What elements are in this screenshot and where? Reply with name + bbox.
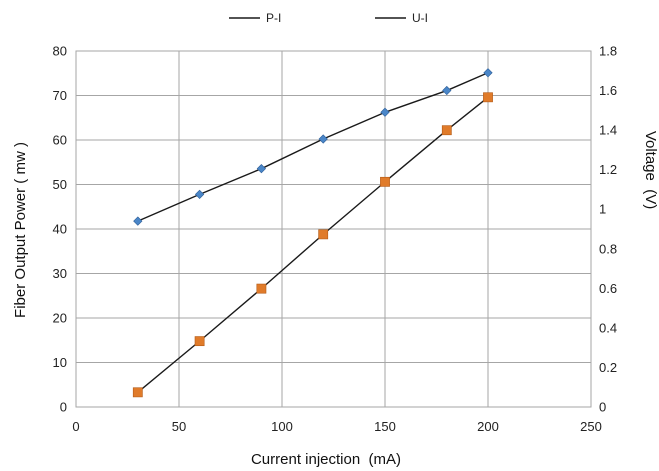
y2-tick-label: 0.4 [599,320,617,335]
data-point-p-i [380,107,390,117]
y-axis-title: Fiber Output Power ( mw ) [12,142,29,318]
y2-tick-label: 0 [599,400,606,415]
y2-tick-label: 1.8 [599,44,617,59]
y2-tick-label: 0.2 [599,360,617,375]
x-tick-label: 100 [271,419,293,434]
x-axis-title: Current injection (mA) [251,451,401,468]
x-tick-label: 150 [374,419,396,434]
x-tick-label: 200 [477,419,499,434]
data-point-u-i [380,176,390,187]
data-point-u-i [441,125,452,136]
data-point-u-i [318,229,329,240]
plot-frame [75,50,592,408]
marker-layer [132,68,493,398]
legend-ui-label: U-I [412,11,428,25]
x-tick-label: 0 [72,419,79,434]
data-point-u-i [483,92,493,103]
y-tick-label: 80 [53,44,67,59]
data-point-u-i [132,387,143,398]
legend: P-I U-I [229,11,428,25]
y2-tick-label: 1.4 [599,123,617,138]
y-tick-label: 20 [53,311,67,326]
data-point-p-i [442,85,452,96]
data-point-u-i [194,336,205,347]
grid [75,50,592,408]
data-point-p-i [483,68,493,78]
y-tick-label: 70 [53,88,67,103]
y-tick-label: 40 [53,222,67,237]
y2-tick-label: 1.6 [599,83,617,98]
data-point-p-i [194,189,205,200]
y-tick-label: 0 [60,400,67,415]
legend-pi-label: P-I [266,11,281,25]
y-tick-label: 30 [53,266,67,281]
y2-axis-title: Voltage (V) [642,131,659,209]
y2-tick-label: 1.2 [599,162,617,177]
data-point-u-i [256,283,267,294]
data-point-p-i [318,134,328,144]
x-tick-label: 250 [580,419,602,434]
y-tick-label: 60 [53,133,67,148]
tick-labels: 0 10 20 30 40 50 60 70 80 0 50 100 150 200 250 0 0.2 0.4 0… [53,44,618,435]
series-line-u-i [137,96,489,393]
data-point-p-i [133,216,143,226]
data-point-p-i [256,164,267,174]
y-tick-label: 50 [53,177,67,192]
y2-tick-label: 0.8 [599,241,617,256]
series-layer [137,72,489,393]
y2-tick-label: 0.6 [599,281,617,296]
y-tick-label: 10 [53,355,67,370]
x-tick-label: 50 [172,419,186,434]
y2-tick-label: 1 [599,202,606,217]
